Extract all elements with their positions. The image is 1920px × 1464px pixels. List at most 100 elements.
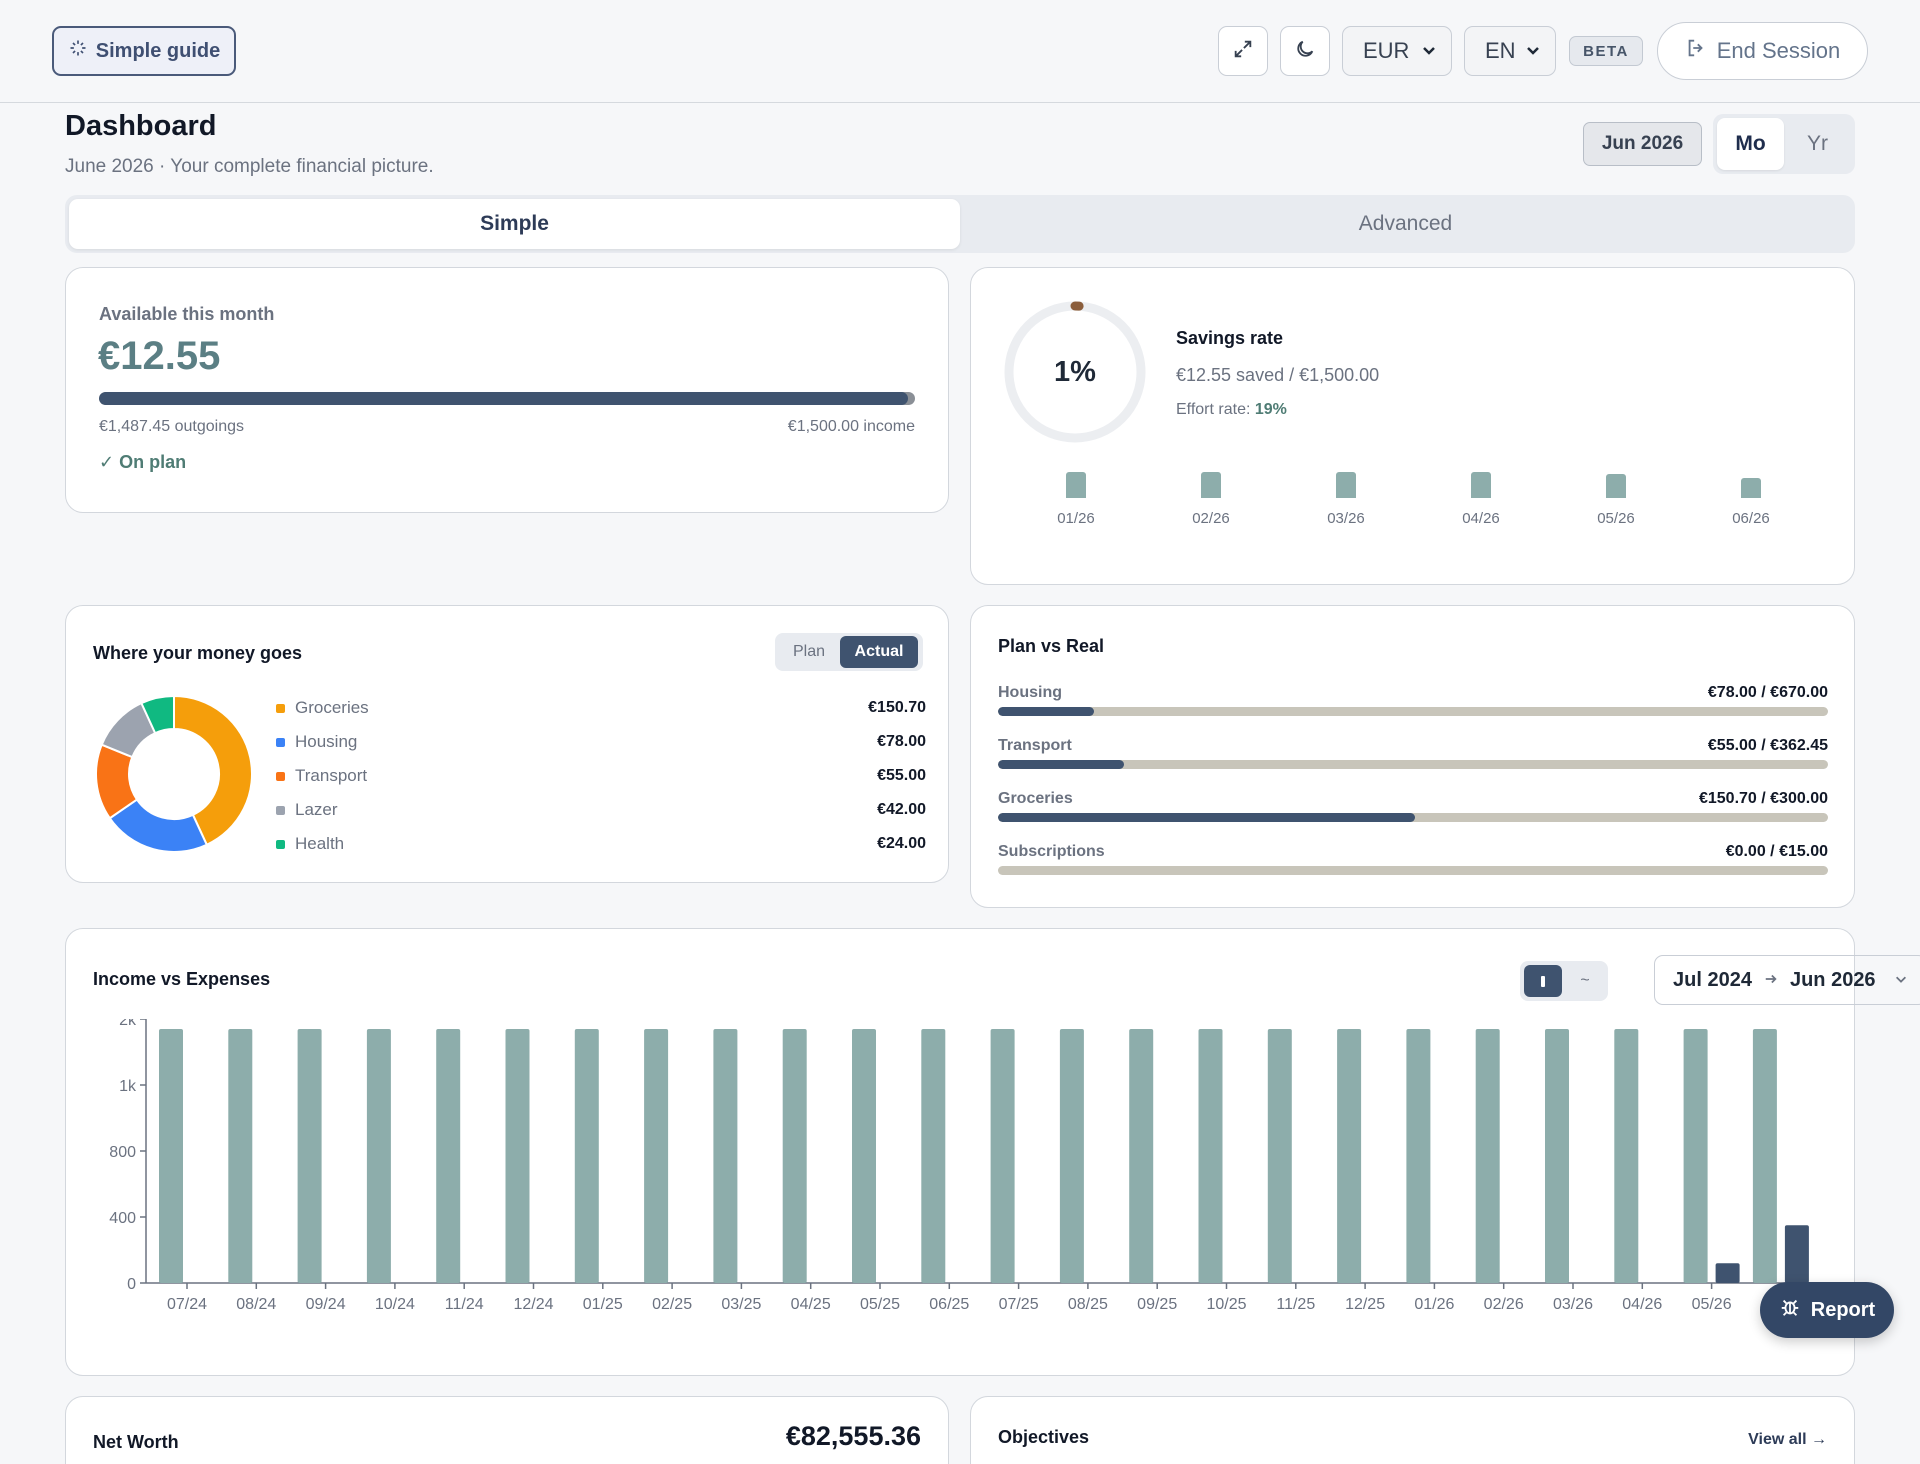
tab-simple[interactable]: Simple [69,199,960,249]
bug-icon [1779,1296,1801,1324]
end-session-button[interactable]: End Session [1657,22,1868,80]
income-expenses-title: Income vs Expenses [93,969,271,989]
legend-item: Lazer €42.00 [276,798,926,822]
expand-icon [1232,38,1254,65]
legend-item: Groceries €150.70 [276,696,926,720]
x-tick-label: 09/24 [306,1296,346,1313]
chart-type-toggle: ~ [1520,961,1608,1001]
savings-card: 1% Savings rate €12.55 saved / €1,500.00… [970,267,1855,585]
top-bar: Simple guide EUR EN BETA End Session [0,0,1920,103]
effort-value: 19% [1254,401,1287,418]
y-tick-label: 0 [127,1276,136,1293]
view-all-link[interactable]: View all → [1748,1431,1827,1448]
x-tick-label: 01/26 [1414,1296,1454,1313]
legend-swatch [276,737,285,747]
category-value: €78.00 / €670.00 [1707,684,1828,701]
language-value: EN [1485,38,1516,63]
legend-value: €78.00 [877,733,926,750]
plan-vs-real-title: Plan vs Real [998,636,1105,656]
x-tick-label: 04/26 [1622,1296,1662,1313]
language-select[interactable]: EN [1464,26,1556,76]
x-tick-label: 10/24 [375,1296,415,1313]
savings-percent: 1% [1054,355,1096,388]
currency-value: EUR [1363,38,1410,63]
income-bar [1406,1029,1431,1283]
savings-detail: €12.55 saved / €1,500.00 [1176,365,1380,385]
income-bar [782,1029,807,1283]
dark-mode-button[interactable] [1280,26,1330,76]
income-bar [1129,1029,1154,1283]
range-end: Jun 2026 [1789,968,1876,991]
category-progress-track [998,760,1828,769]
bar-chart-option[interactable] [1524,965,1562,997]
savings-month-label: 01/26 [1057,510,1095,527]
simple-guide-label: Simple guide [95,39,221,62]
income-bar [505,1029,530,1283]
logout-icon [1685,37,1707,65]
category-progress-fill [998,760,1125,769]
category-value: €150.70 / €300.00 [1698,790,1828,807]
income-bar [1475,1029,1500,1283]
chevron-down-icon [1894,969,1908,992]
effort-label: Effort rate: [1176,401,1251,418]
x-tick-label: 04/25 [791,1296,831,1313]
period-month-option[interactable]: Mo [1717,118,1784,170]
net-worth-title: Net Worth [93,1432,179,1452]
legend-item: Transport €55.00 [276,764,926,788]
legend-swatch [276,771,285,781]
outgoings-text: €1,487.45 outgoings [99,418,245,435]
category-value: €0.00 / €15.00 [1725,843,1828,860]
x-tick-label: 12/25 [1345,1296,1385,1313]
x-tick-label: 02/26 [1484,1296,1524,1313]
beta-badge: BETA [1569,36,1643,66]
available-progress-bar [99,392,915,405]
income-bar [1683,1029,1708,1283]
wave-icon: ~ [1580,972,1590,989]
available-card: Available this month €12.55 €1,487.45 ou… [65,267,949,513]
tab-advanced[interactable]: Advanced [1358,212,1453,235]
income-bar [1337,1029,1362,1283]
y-tick-label: 800 [109,1144,136,1161]
y-tick-label: 400 [109,1210,136,1227]
plan-option[interactable]: Plan [792,643,826,660]
income-bar [1752,1029,1777,1283]
arrow-right-icon [1764,969,1778,992]
sparkle-icon [68,38,88,64]
chevron-down-icon [1525,38,1541,64]
savings-ring-arc [1004,301,1146,443]
plan-vs-real-card: Plan vs Real Housing €78.00 / €670.00 Tran… [970,605,1855,908]
simple-guide-button[interactable]: Simple guide [52,26,236,76]
month-picker[interactable]: Jun 2026 [1583,122,1702,166]
income-bar [990,1029,1015,1283]
currency-select[interactable]: EUR [1342,26,1452,76]
x-tick-label: 01/25 [583,1296,623,1313]
legend-name: Lazer [295,800,338,819]
plan-vs-real-row: Transport €55.00 / €362.45 [998,737,1828,787]
moon-icon [1294,38,1316,65]
period-year-option[interactable]: Yr [1807,132,1828,155]
savings-title: Savings rate [1176,328,1284,348]
category-progress-fill [998,707,1095,716]
on-plan-status: ✓ On plan [99,452,187,472]
chevron-down-icon [1421,38,1437,64]
spending-donut-chart [95,694,253,853]
available-progress-fill [99,392,909,405]
savings-month-bar [1471,472,1491,498]
report-button[interactable]: Report [1760,1282,1894,1338]
donut-slice [140,694,175,735]
date-range-picker[interactable]: Jul 2024 Jun 2026 [1654,955,1920,1005]
savings-month-label: 03/26 [1327,510,1365,527]
net-worth-value: €82,555.36 [785,1421,921,1451]
legend-name: Transport [295,766,368,785]
range-start: Jul 2024 [1673,968,1752,991]
income-bar [713,1029,738,1283]
x-tick-label: 08/24 [236,1296,276,1313]
donut-slice [173,694,253,847]
y-tick-label: 2k [119,1019,137,1029]
line-chart-option[interactable]: ~ [1566,965,1604,997]
income-bar [1545,1029,1569,1283]
actual-option[interactable]: Actual [840,636,918,668]
x-tick-label: 03/25 [721,1296,761,1313]
fullscreen-button[interactable] [1218,26,1268,76]
x-tick-label: 05/25 [860,1296,900,1313]
